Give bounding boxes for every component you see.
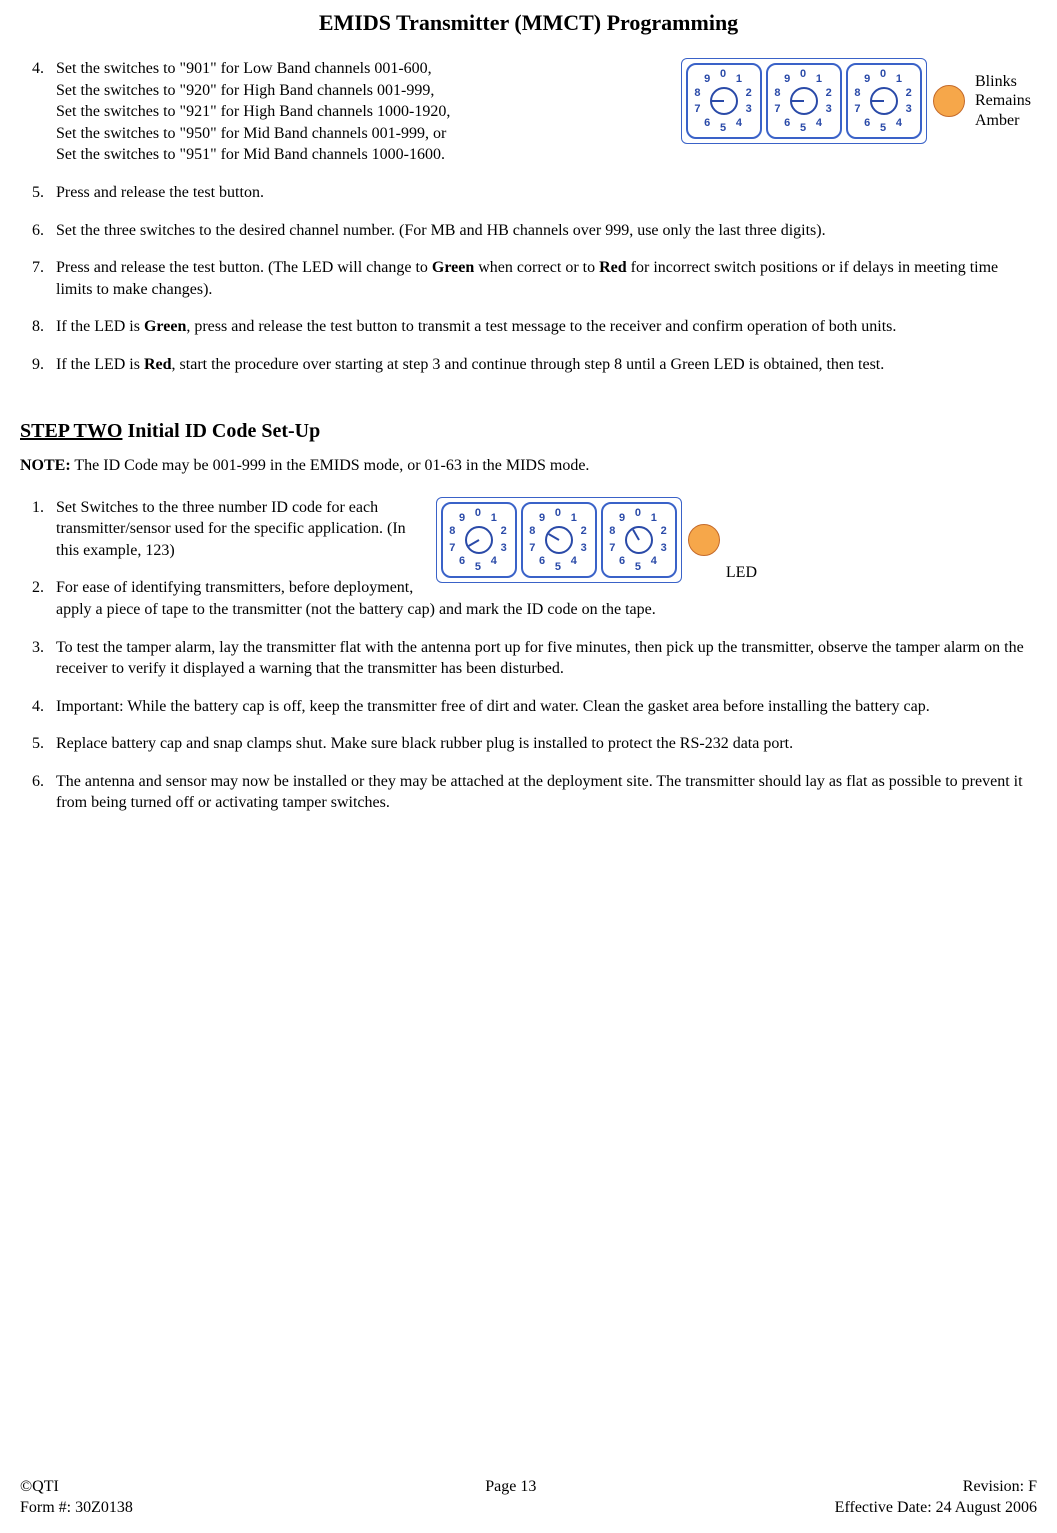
step-two-rest: Initial ID Code Set-Up	[122, 420, 320, 442]
page-title: EMIDS Transmitter (MMCT) Programming	[20, 10, 1037, 36]
list-item: Press and release the test button. (The …	[48, 257, 1037, 300]
rotary-dial: 0123456789	[686, 63, 762, 139]
dial-group-2: 012345678901234567890123456789 LED	[436, 497, 757, 583]
list-item: If the LED is Red, start the procedure o…	[48, 354, 1037, 376]
list-item: The antenna and sensor may now be instal…	[48, 771, 1037, 814]
led-2	[688, 524, 720, 556]
dials-2: 012345678901234567890123456789	[436, 497, 682, 583]
step-two-underline: STEP TWO	[20, 420, 122, 442]
list-item: For ease of identifying transmitters, be…	[48, 577, 1037, 620]
rotary-dial: 0123456789	[846, 63, 922, 139]
led-1	[933, 85, 965, 117]
list-item: Replace battery cap and snap clamps shut…	[48, 733, 1037, 755]
step-two-heading: STEP TWO Initial ID Code Set-Up	[20, 420, 1037, 443]
rotary-dial: 0123456789	[766, 63, 842, 139]
list-item: To test the tamper alarm, lay the transm…	[48, 637, 1037, 680]
rotary-dial: 0123456789	[601, 502, 677, 578]
dials-1: 012345678901234567890123456789	[681, 58, 927, 144]
list-item: Important: While the battery cap is off,…	[48, 696, 1037, 718]
footer-center-1: Page 13	[485, 1477, 536, 1498]
list-item: If the LED is Green, press and release t…	[48, 316, 1037, 338]
footer-right-2: Effective Date: 24 August 2006	[835, 1498, 1037, 1519]
led-2-label: LED	[726, 563, 757, 582]
led-1-label: BlinksRemainsAmber	[975, 72, 1031, 130]
page-footer: ©QTI Page 13 Revision: F Form #: 30Z0138…	[20, 1477, 1037, 1519]
rotary-dial: 0123456789	[521, 502, 597, 578]
footer-right-1: Revision: F	[963, 1477, 1037, 1498]
footer-left-2: Form #: 30Z0138	[20, 1498, 133, 1519]
step-two-note: NOTE: The ID Code may be 001-999 in the …	[20, 457, 1037, 475]
dial-group-1: 012345678901234567890123456789 BlinksRem…	[681, 58, 1031, 144]
list-item: Set the three switches to the desired ch…	[48, 220, 1037, 242]
rotary-dial: 0123456789	[441, 502, 517, 578]
footer-left-1: ©QTI	[20, 1477, 59, 1498]
list-item: Press and release the test button.	[48, 182, 1037, 204]
